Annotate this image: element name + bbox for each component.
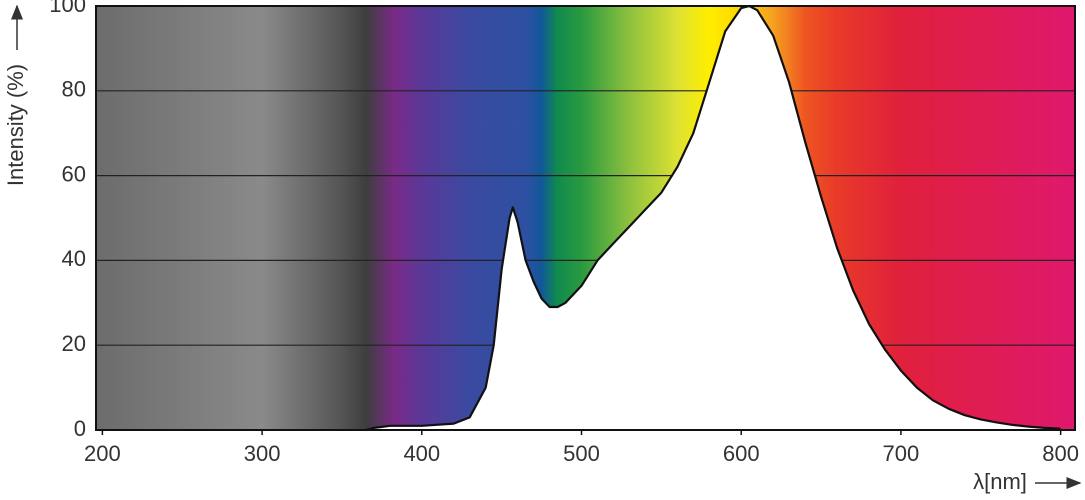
y-tick-label: 40 xyxy=(62,246,86,271)
y-axis-title: Intensity (%) xyxy=(3,64,28,186)
x-tick-label: 400 xyxy=(403,441,440,466)
y-tick-label: 0 xyxy=(74,416,86,441)
x-tick-label: 600 xyxy=(723,441,760,466)
x-tick-label: 200 xyxy=(84,441,121,466)
y-tick-label: 20 xyxy=(62,331,86,356)
plot-frame xyxy=(95,5,1076,431)
y-tick-label: 100 xyxy=(49,0,86,17)
y-tick-label: 60 xyxy=(62,161,86,186)
x-axis-title: λ[nm] xyxy=(973,469,1027,494)
x-tick-label: 800 xyxy=(1042,441,1079,466)
x-tick-label: 300 xyxy=(244,441,281,466)
plot xyxy=(365,4,1061,432)
spectrum-curve xyxy=(365,4,1061,432)
y-tick-label: 80 xyxy=(62,77,86,102)
area-fill xyxy=(365,6,1061,430)
x-tick-label: 700 xyxy=(883,441,920,466)
x-tick-label: 500 xyxy=(563,441,600,466)
